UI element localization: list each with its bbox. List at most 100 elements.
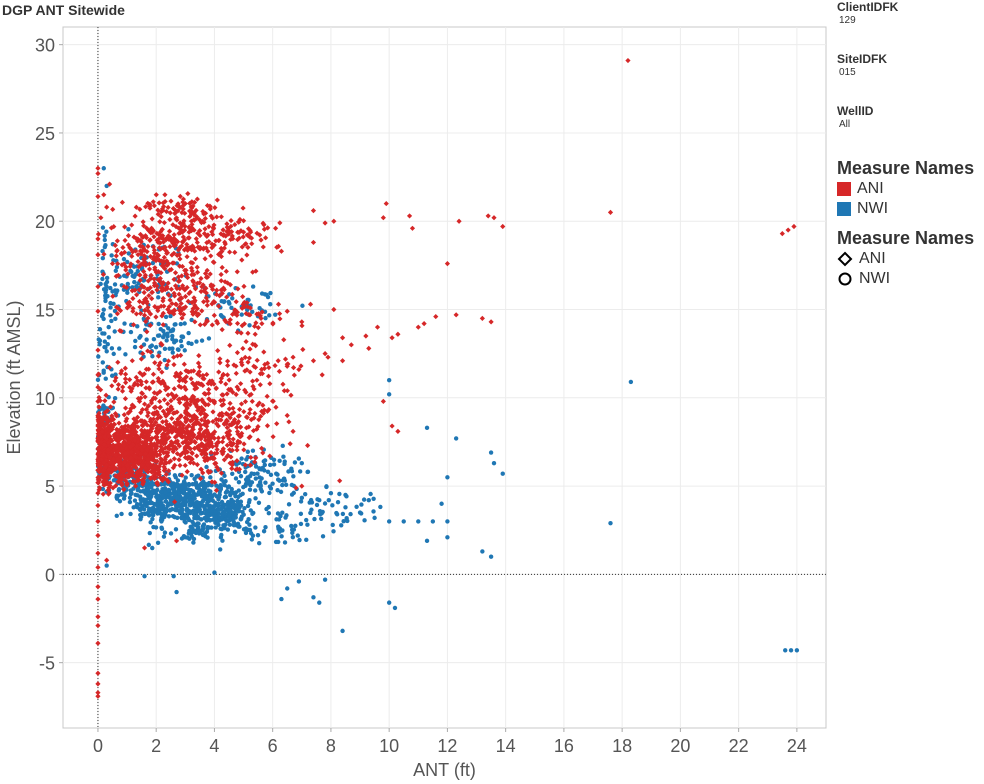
data-point-ani: [262, 361, 268, 368]
data-point-ani: [203, 437, 209, 443]
data-point-nwi: [157, 333, 162, 338]
data-point-nwi: [225, 484, 231, 490]
data-point-nwi: [445, 475, 450, 480]
data-point-ani: [95, 479, 101, 486]
data-point-nwi: [162, 346, 168, 352]
data-point-ani: [215, 237, 222, 244]
data-point-nwi: [182, 321, 187, 326]
data-point-ani: [105, 447, 111, 453]
data-point-nwi: [106, 324, 111, 330]
data-point-ani: [139, 390, 145, 396]
data-point-ani: [103, 417, 109, 423]
legend-item-nwi[interactable]: NWI: [837, 199, 974, 219]
data-point-ani: [193, 309, 199, 315]
data-point-ani: [157, 414, 164, 420]
data-point-ani: [95, 170, 101, 177]
data-point-ani: [169, 440, 175, 447]
filter-well-value[interactable]: All: [839, 119, 851, 130]
data-point-ani: [168, 439, 174, 445]
data-point-ani: [143, 366, 150, 372]
data-point-ani: [191, 432, 197, 438]
data-point-ani: [200, 246, 207, 252]
data-point-nwi: [150, 512, 155, 517]
data-point-ani: [146, 292, 152, 299]
data-point-nwi: [163, 499, 168, 504]
legend-shape-ani[interactable]: ANI: [837, 249, 974, 269]
data-point-ani: [218, 379, 224, 385]
data-point-nwi: [181, 491, 187, 496]
data-point-ani: [134, 471, 140, 477]
data-point-ani: [209, 443, 216, 450]
filter-client-value[interactable]: 129: [839, 15, 856, 26]
data-point-ani: [105, 487, 111, 493]
data-point-ani: [107, 455, 113, 461]
data-point-ani: [208, 253, 214, 259]
data-point-ani: [252, 331, 258, 337]
data-point-ani: [116, 463, 122, 469]
data-point-nwi: [128, 329, 134, 335]
data-point-ani: [177, 286, 183, 292]
data-point-ani: [380, 398, 386, 404]
data-point-ani: [191, 282, 197, 289]
data-point-ani: [211, 455, 217, 462]
data-point-nwi: [207, 494, 213, 499]
data-point-ani: [180, 422, 186, 428]
data-point-ani: [221, 421, 227, 427]
data-point-ani: [96, 410, 102, 416]
data-point-ani: [139, 406, 146, 413]
filter-well[interactable]: WellID All: [837, 104, 873, 131]
data-point-ani: [241, 441, 247, 447]
data-point-ani: [143, 385, 149, 391]
data-point-ani: [395, 331, 401, 337]
data-point-nwi: [304, 517, 309, 523]
data-point-ani: [247, 406, 253, 413]
data-point-ani: [154, 305, 160, 311]
data-point-ani: [141, 545, 148, 551]
data-point-nwi: [98, 281, 103, 287]
data-point-nwi: [173, 338, 179, 343]
data-point-nwi: [127, 495, 133, 500]
legend-item-ani[interactable]: ANI: [837, 179, 974, 199]
data-point-ani: [220, 227, 226, 233]
data-point-ani: [147, 475, 154, 481]
data-point-ani: [165, 358, 172, 364]
filter-site-value[interactable]: 015: [839, 67, 856, 78]
data-point-nwi: [233, 494, 238, 499]
data-point-nwi: [268, 462, 273, 468]
data-point-ani: [167, 216, 173, 223]
data-point-ani: [95, 474, 102, 480]
data-point-ani: [254, 426, 260, 432]
data-point-nwi: [255, 471, 260, 476]
legend-shape-nwi[interactable]: NWI: [837, 269, 974, 289]
filter-client[interactable]: ClientIDFK 129: [837, 0, 898, 27]
data-point-ani: [284, 412, 290, 419]
data-point-ani: [264, 393, 270, 399]
data-point-ani: [113, 273, 119, 279]
data-point-ani: [174, 432, 181, 438]
data-point-ani: [146, 465, 152, 472]
data-point-nwi: [174, 589, 179, 595]
data-point-ani: [104, 421, 110, 427]
data-point-ani: [177, 400, 183, 406]
data-point-nwi: [100, 225, 106, 230]
data-point-ani: [150, 416, 157, 422]
data-point-ani: [135, 477, 141, 483]
data-point-ani: [215, 320, 221, 326]
data-point-ani: [166, 434, 172, 440]
data-point-ani: [100, 271, 106, 278]
data-point-ani: [101, 423, 107, 429]
data-point-ani: [194, 196, 200, 202]
data-point-nwi: [249, 537, 255, 542]
data-point-ani: [136, 298, 143, 305]
data-point-ani: [101, 445, 107, 451]
data-point-nwi: [276, 524, 281, 529]
data-point-ani: [148, 428, 154, 435]
data-point-ani: [260, 410, 267, 416]
data-point-nwi: [219, 499, 225, 505]
data-point-ani: [158, 440, 164, 446]
data-point-ani: [219, 327, 225, 333]
data-point-ani: [149, 289, 155, 296]
filter-site[interactable]: SiteIDFK 015: [837, 52, 887, 79]
data-point-nwi: [222, 510, 227, 516]
data-point-ani: [95, 640, 101, 646]
